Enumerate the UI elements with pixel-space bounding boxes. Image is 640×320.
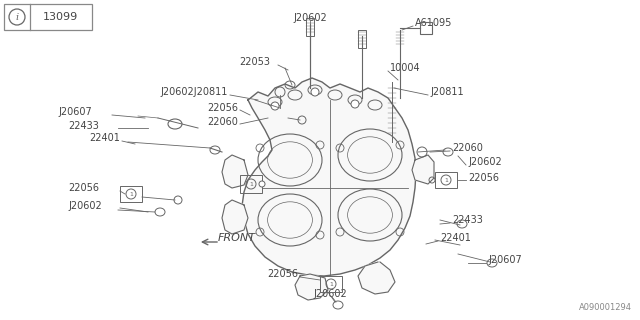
Text: 22056: 22056 bbox=[468, 173, 499, 183]
Text: 22060: 22060 bbox=[452, 143, 483, 153]
Polygon shape bbox=[295, 274, 328, 300]
Circle shape bbox=[259, 181, 265, 187]
Text: 22401: 22401 bbox=[440, 233, 471, 243]
Polygon shape bbox=[222, 200, 248, 234]
Polygon shape bbox=[242, 78, 416, 276]
Polygon shape bbox=[412, 155, 434, 184]
Text: J20602: J20602 bbox=[468, 157, 502, 167]
Polygon shape bbox=[358, 262, 395, 294]
Bar bbox=[420, 22, 432, 34]
Text: 22433: 22433 bbox=[452, 215, 483, 225]
Polygon shape bbox=[222, 155, 248, 188]
Bar bbox=[320, 276, 342, 292]
Text: 22060: 22060 bbox=[207, 117, 238, 127]
Text: 22056: 22056 bbox=[267, 269, 298, 279]
Text: J20811: J20811 bbox=[430, 87, 463, 97]
Text: 22053: 22053 bbox=[239, 57, 270, 67]
Text: 22401: 22401 bbox=[89, 133, 120, 143]
Text: 1: 1 bbox=[329, 282, 333, 286]
Text: J20602: J20602 bbox=[293, 13, 327, 23]
Circle shape bbox=[311, 88, 319, 96]
Text: 13099: 13099 bbox=[42, 12, 77, 22]
Text: A61095: A61095 bbox=[415, 18, 452, 28]
Text: 1: 1 bbox=[129, 191, 133, 196]
Text: A090001294: A090001294 bbox=[579, 303, 632, 312]
Bar bbox=[240, 175, 262, 193]
Text: 22056: 22056 bbox=[68, 183, 99, 193]
Text: 22433: 22433 bbox=[68, 121, 99, 131]
Bar bbox=[435, 172, 457, 188]
Text: J20607: J20607 bbox=[488, 255, 522, 265]
Text: FRONT: FRONT bbox=[218, 233, 256, 243]
Text: 1: 1 bbox=[249, 181, 253, 187]
Text: J20607: J20607 bbox=[58, 107, 92, 117]
Text: 22056: 22056 bbox=[207, 103, 238, 113]
Text: i: i bbox=[15, 12, 19, 21]
Text: 1: 1 bbox=[444, 178, 448, 182]
Text: 10004: 10004 bbox=[390, 63, 420, 73]
Bar bbox=[4, 4, 92, 30]
Bar bbox=[306, 18, 314, 36]
Circle shape bbox=[351, 100, 359, 108]
Bar bbox=[120, 186, 142, 202]
Circle shape bbox=[271, 102, 279, 110]
Text: J20602: J20602 bbox=[313, 289, 347, 299]
Bar bbox=[358, 30, 366, 48]
Text: J20602: J20602 bbox=[68, 201, 102, 211]
Text: J20602J20811: J20602J20811 bbox=[161, 87, 228, 97]
